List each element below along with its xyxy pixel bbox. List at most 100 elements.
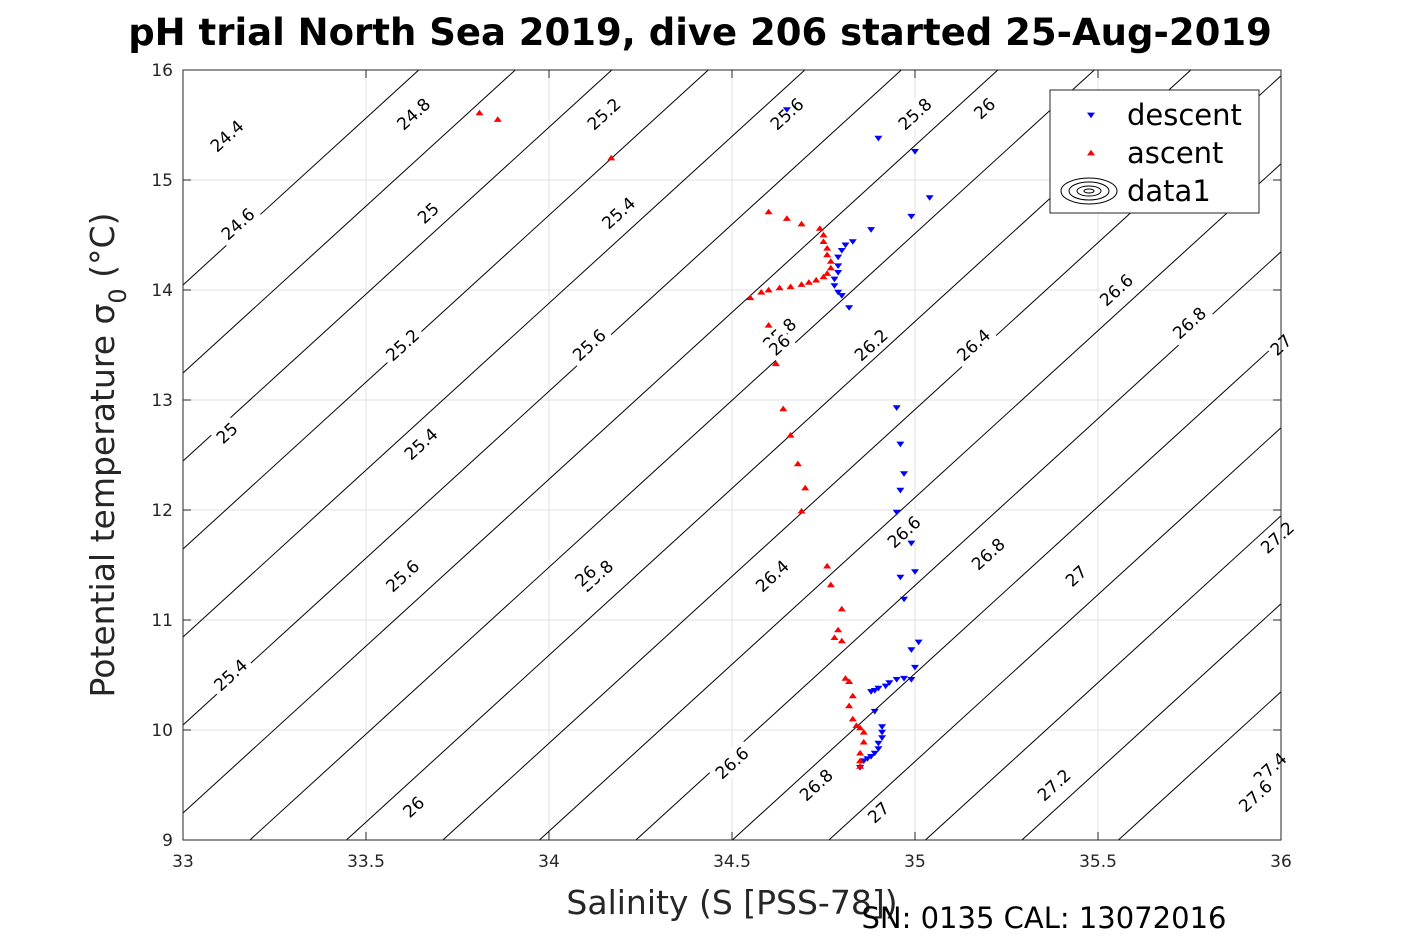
descent-point [896, 441, 905, 448]
contour-label-background [411, 196, 446, 230]
descent-point [911, 664, 919, 671]
ascent-point [764, 208, 773, 215]
ascent-point [826, 581, 835, 588]
y-axis-label-subscript: 0 [104, 288, 132, 303]
ascent-point [757, 289, 766, 295]
y-axis-label: Potential temperature σ0 (°C) [83, 213, 132, 698]
descent-point [834, 270, 843, 276]
contour-line [182, 69, 709, 550]
descent-point [830, 283, 839, 289]
contour-label-background [568, 559, 603, 593]
x-tick-label: 36 [1270, 852, 1292, 872]
descent-point [867, 689, 876, 695]
descent-point [907, 540, 916, 547]
contour-line [732, 339, 1282, 841]
descent-series [782, 107, 934, 771]
ascent-point [797, 220, 806, 227]
ascent-point [823, 270, 832, 276]
ascent-point [856, 757, 865, 764]
ascent-point [859, 738, 868, 745]
ascent-point [826, 258, 835, 264]
contour-label-background [949, 321, 998, 369]
contour-line [249, 69, 1095, 841]
descent-point [881, 683, 890, 690]
legend-contour-ring [1076, 185, 1102, 197]
contour-label-background [879, 508, 929, 556]
descent-point [848, 239, 857, 245]
ascent-point [852, 722, 861, 728]
descent-point [837, 248, 846, 254]
x-tick-label: 35.5 [1079, 852, 1117, 872]
contour-label-background [967, 91, 1002, 126]
descent-point [896, 487, 905, 494]
ascent-point [837, 605, 846, 612]
descent-point [907, 647, 916, 653]
descent-point [914, 639, 923, 646]
descent-point [878, 729, 887, 736]
contour-label-background [791, 761, 841, 809]
descent-point [900, 596, 909, 603]
ascent-point [826, 264, 835, 271]
x-axis-label: Salinity (S [PSS-78]) [566, 883, 897, 922]
ascent-point [779, 405, 788, 412]
y-tick-label: 10 [151, 721, 173, 741]
y-tick-label: 15 [151, 171, 173, 191]
legend-data1-label: data1 [1127, 174, 1211, 208]
ascent-point [848, 692, 857, 699]
contour-label-background [213, 200, 263, 248]
ascent-point [819, 238, 828, 244]
serial-calibration-footer: SN: 0135 CAL: 13072016 [862, 901, 1227, 935]
ascent-point [859, 729, 868, 735]
legend-contour-icon [1060, 177, 1118, 205]
descent-point [911, 149, 919, 155]
descent-point [874, 746, 883, 752]
ascent-point [786, 283, 795, 290]
contour-line [1021, 603, 1282, 841]
ascent-point [823, 251, 832, 258]
contour-label-background [762, 90, 812, 138]
contour-label-background [396, 790, 431, 824]
contour-label-background [963, 530, 1013, 578]
ascent-point [764, 322, 773, 328]
descent-point [907, 677, 916, 683]
ascent-point [819, 231, 828, 238]
ascent-point [797, 507, 806, 514]
descent-point [900, 471, 909, 477]
descent-point [878, 724, 887, 730]
ascent-point [804, 279, 813, 285]
contour-line [182, 69, 806, 638]
descent-point [863, 756, 872, 762]
chart-title: pH trial North Sea 2019, dive 206 starte… [128, 11, 1272, 54]
ascent-point [856, 763, 865, 769]
descent-point [782, 107, 791, 113]
contour-line [539, 163, 1282, 841]
ascent-point [819, 273, 828, 280]
ascent-point [797, 281, 806, 287]
descent-point [834, 289, 843, 296]
descent-point [892, 405, 901, 411]
y-axis-label-unit: (°C) [83, 213, 122, 289]
ascent-point [856, 749, 865, 756]
descent-point [859, 758, 868, 764]
ascent-point [764, 286, 773, 293]
ascent-point [493, 116, 502, 122]
contour-line [182, 69, 902, 726]
axis-ticks: 33 33.5 34 34.5 35 35.5 36 9 10 11 12 13 14 15 16 [151, 61, 1291, 872]
ascent-point [771, 360, 780, 367]
ascent-point [848, 715, 857, 722]
contour-label-background [747, 552, 797, 600]
ascent-point [856, 724, 865, 731]
descent-point [900, 675, 909, 682]
descent-point [911, 569, 919, 575]
descent-point [867, 754, 876, 760]
ascent-point [845, 678, 854, 684]
descent-point [885, 680, 894, 686]
descent-point [874, 135, 883, 142]
descent-point [834, 254, 843, 261]
contour-line [182, 69, 420, 286]
contour-label-background [1059, 559, 1094, 593]
contour-label-background [1091, 266, 1141, 314]
legend-contour-ring [1060, 177, 1118, 205]
ascent-point [837, 637, 846, 644]
contour-label-background [206, 651, 255, 699]
